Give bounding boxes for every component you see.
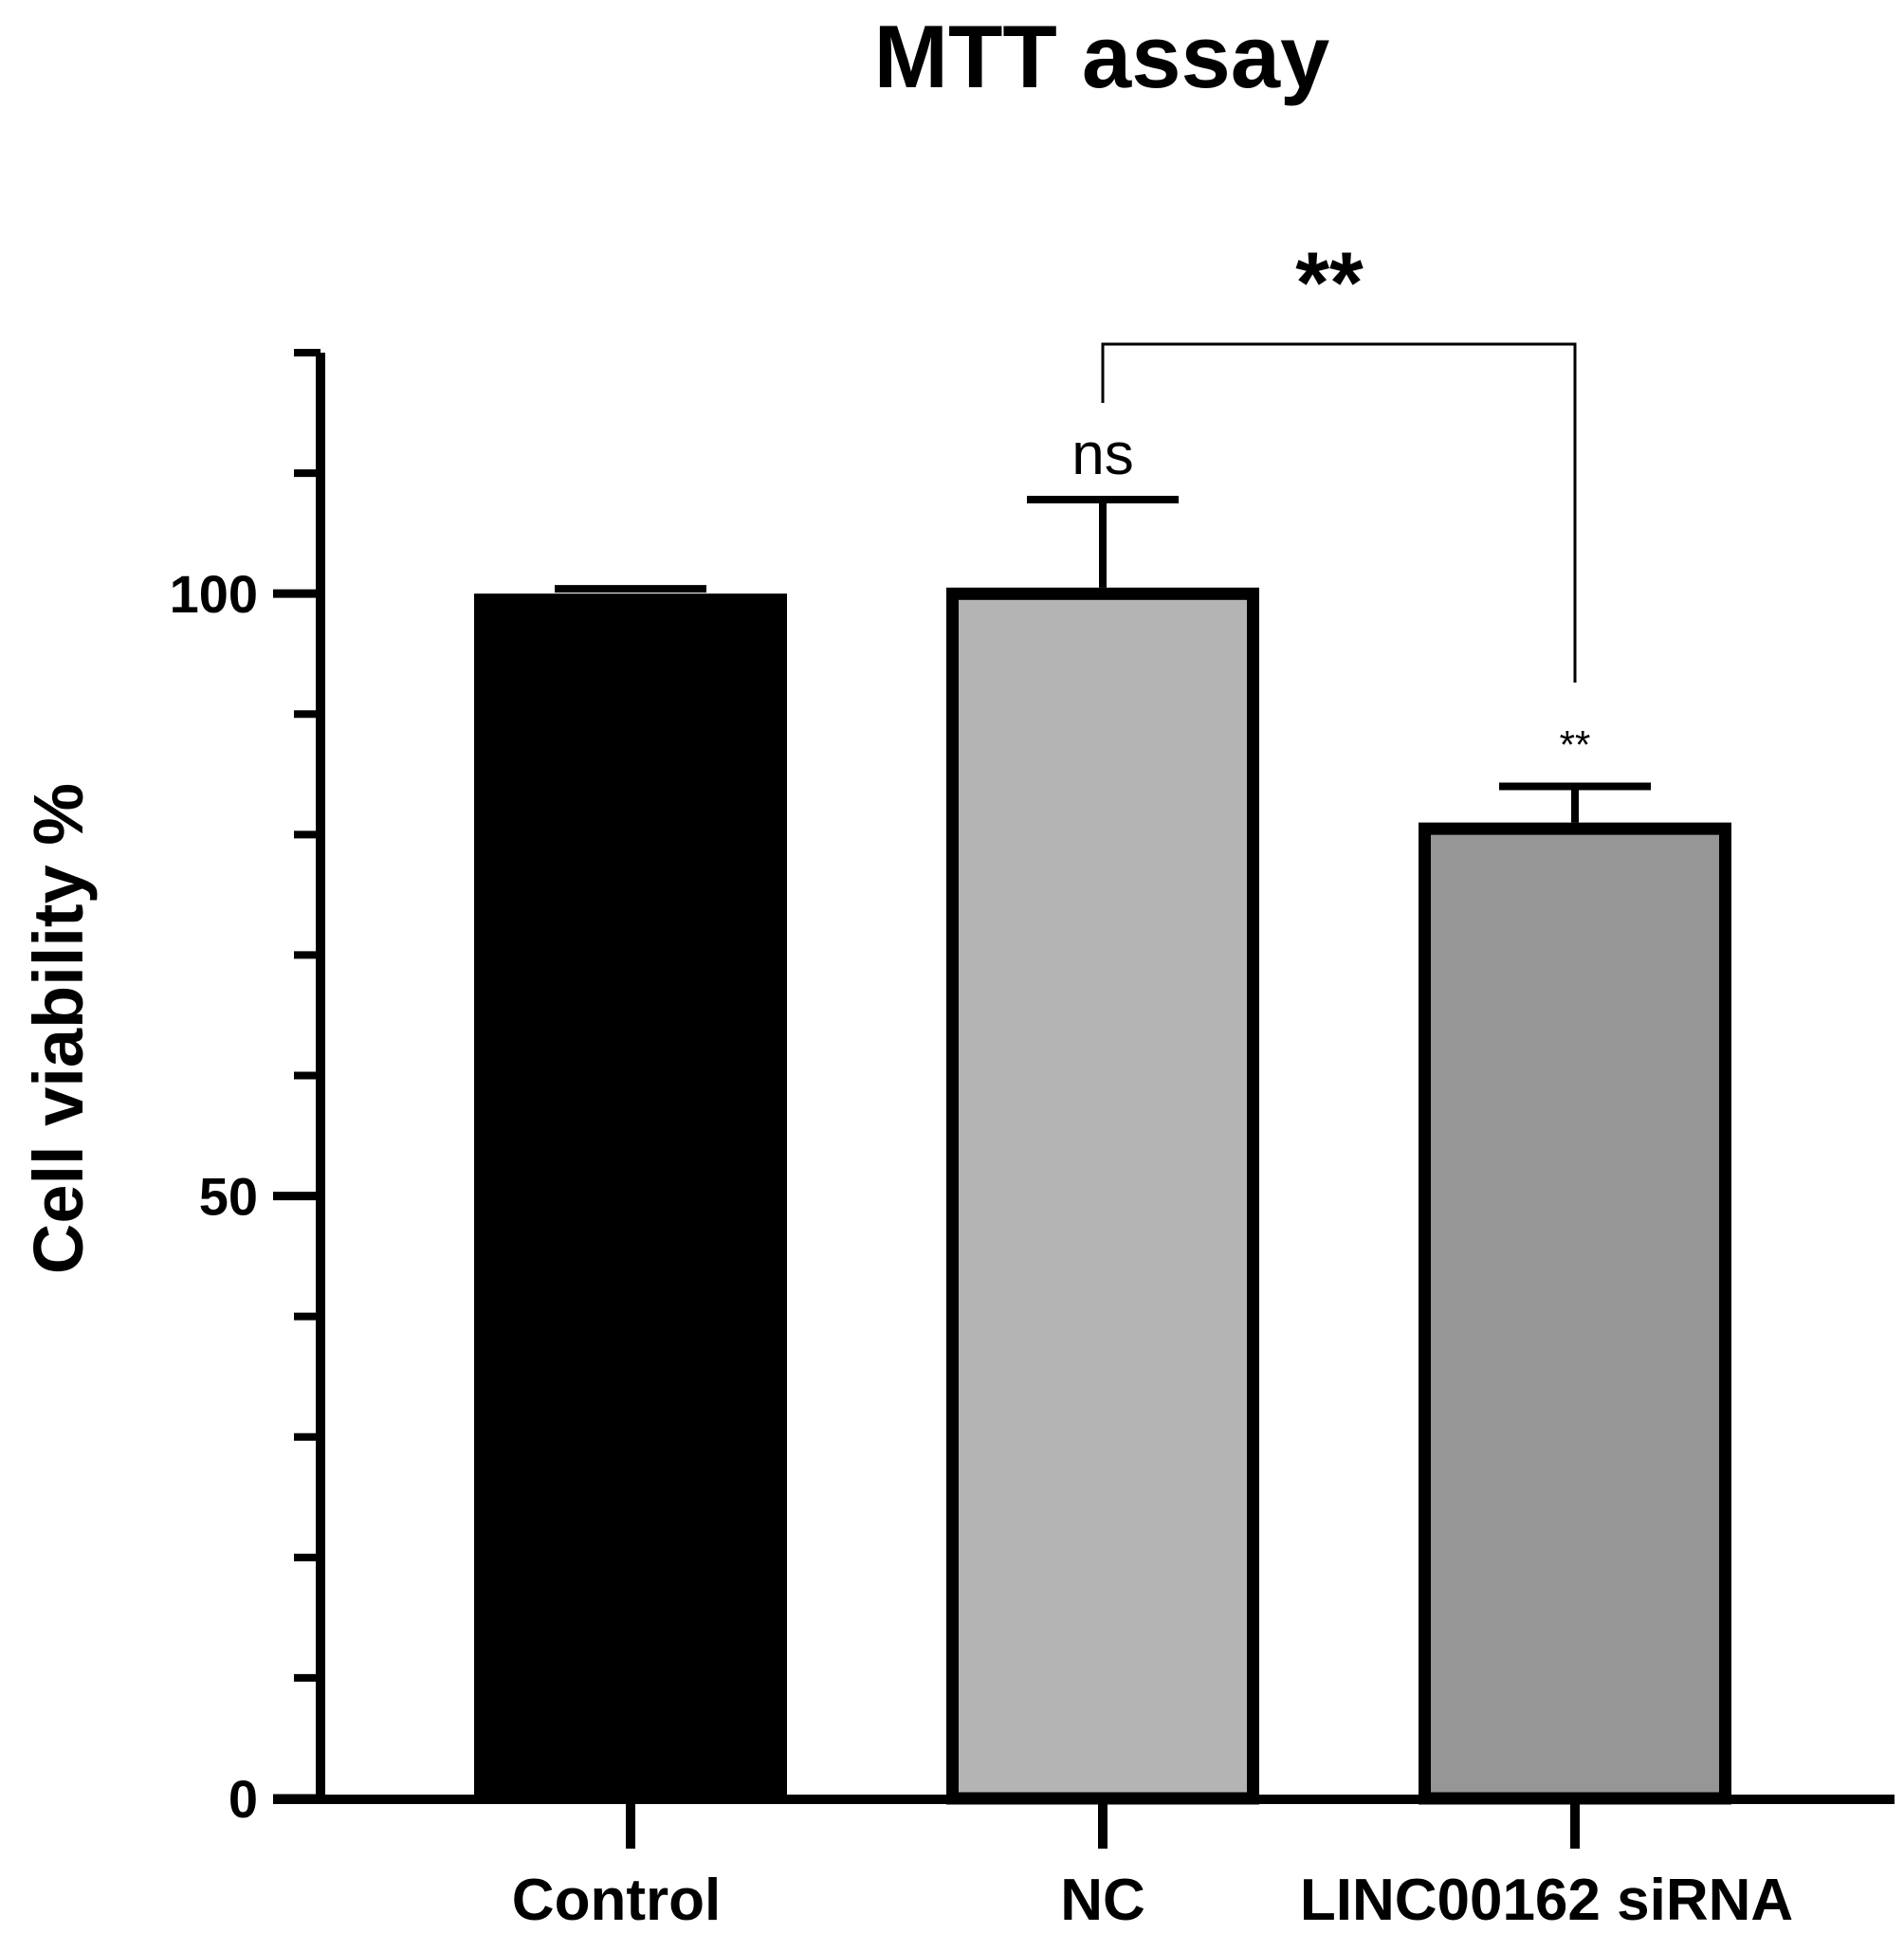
bar-nc (946, 587, 1259, 1805)
x-tick-label: LINC00162 siRNA (1300, 1868, 1793, 1933)
bars-group (474, 496, 1731, 1805)
bar-control (474, 593, 787, 1798)
x-tick-label: Control (512, 1868, 721, 1933)
axes-group: 0 50 100 Control NC LINC00162 siRNA (170, 349, 1895, 1933)
bar-annotation: ** (1560, 722, 1591, 767)
y-axis-label: Cell viability % (19, 783, 98, 1274)
bar-annotation: ns (1071, 422, 1133, 487)
y-tick-label: 100 (170, 564, 258, 624)
comparison-bracket (1101, 342, 1577, 683)
chart-title: MTT assay (874, 7, 1330, 106)
y-tick-label: 0 (229, 1769, 258, 1829)
annotations-group: ns ** ** (1071, 235, 1590, 767)
bar-linc00162-sirna (1419, 822, 1731, 1805)
comparison-label: ** (1295, 235, 1364, 332)
x-tick-label: NC (1060, 1868, 1145, 1933)
y-tick-label: 50 (199, 1167, 258, 1227)
